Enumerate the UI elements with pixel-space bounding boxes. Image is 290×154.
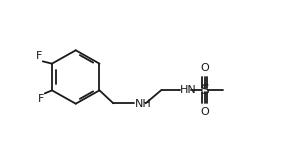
Text: S: S [200,83,209,97]
Text: F: F [38,94,44,104]
Text: HN: HN [180,85,197,95]
Text: F: F [36,51,42,61]
Text: O: O [200,63,209,73]
Text: O: O [200,107,209,117]
Text: NH: NH [135,99,152,109]
